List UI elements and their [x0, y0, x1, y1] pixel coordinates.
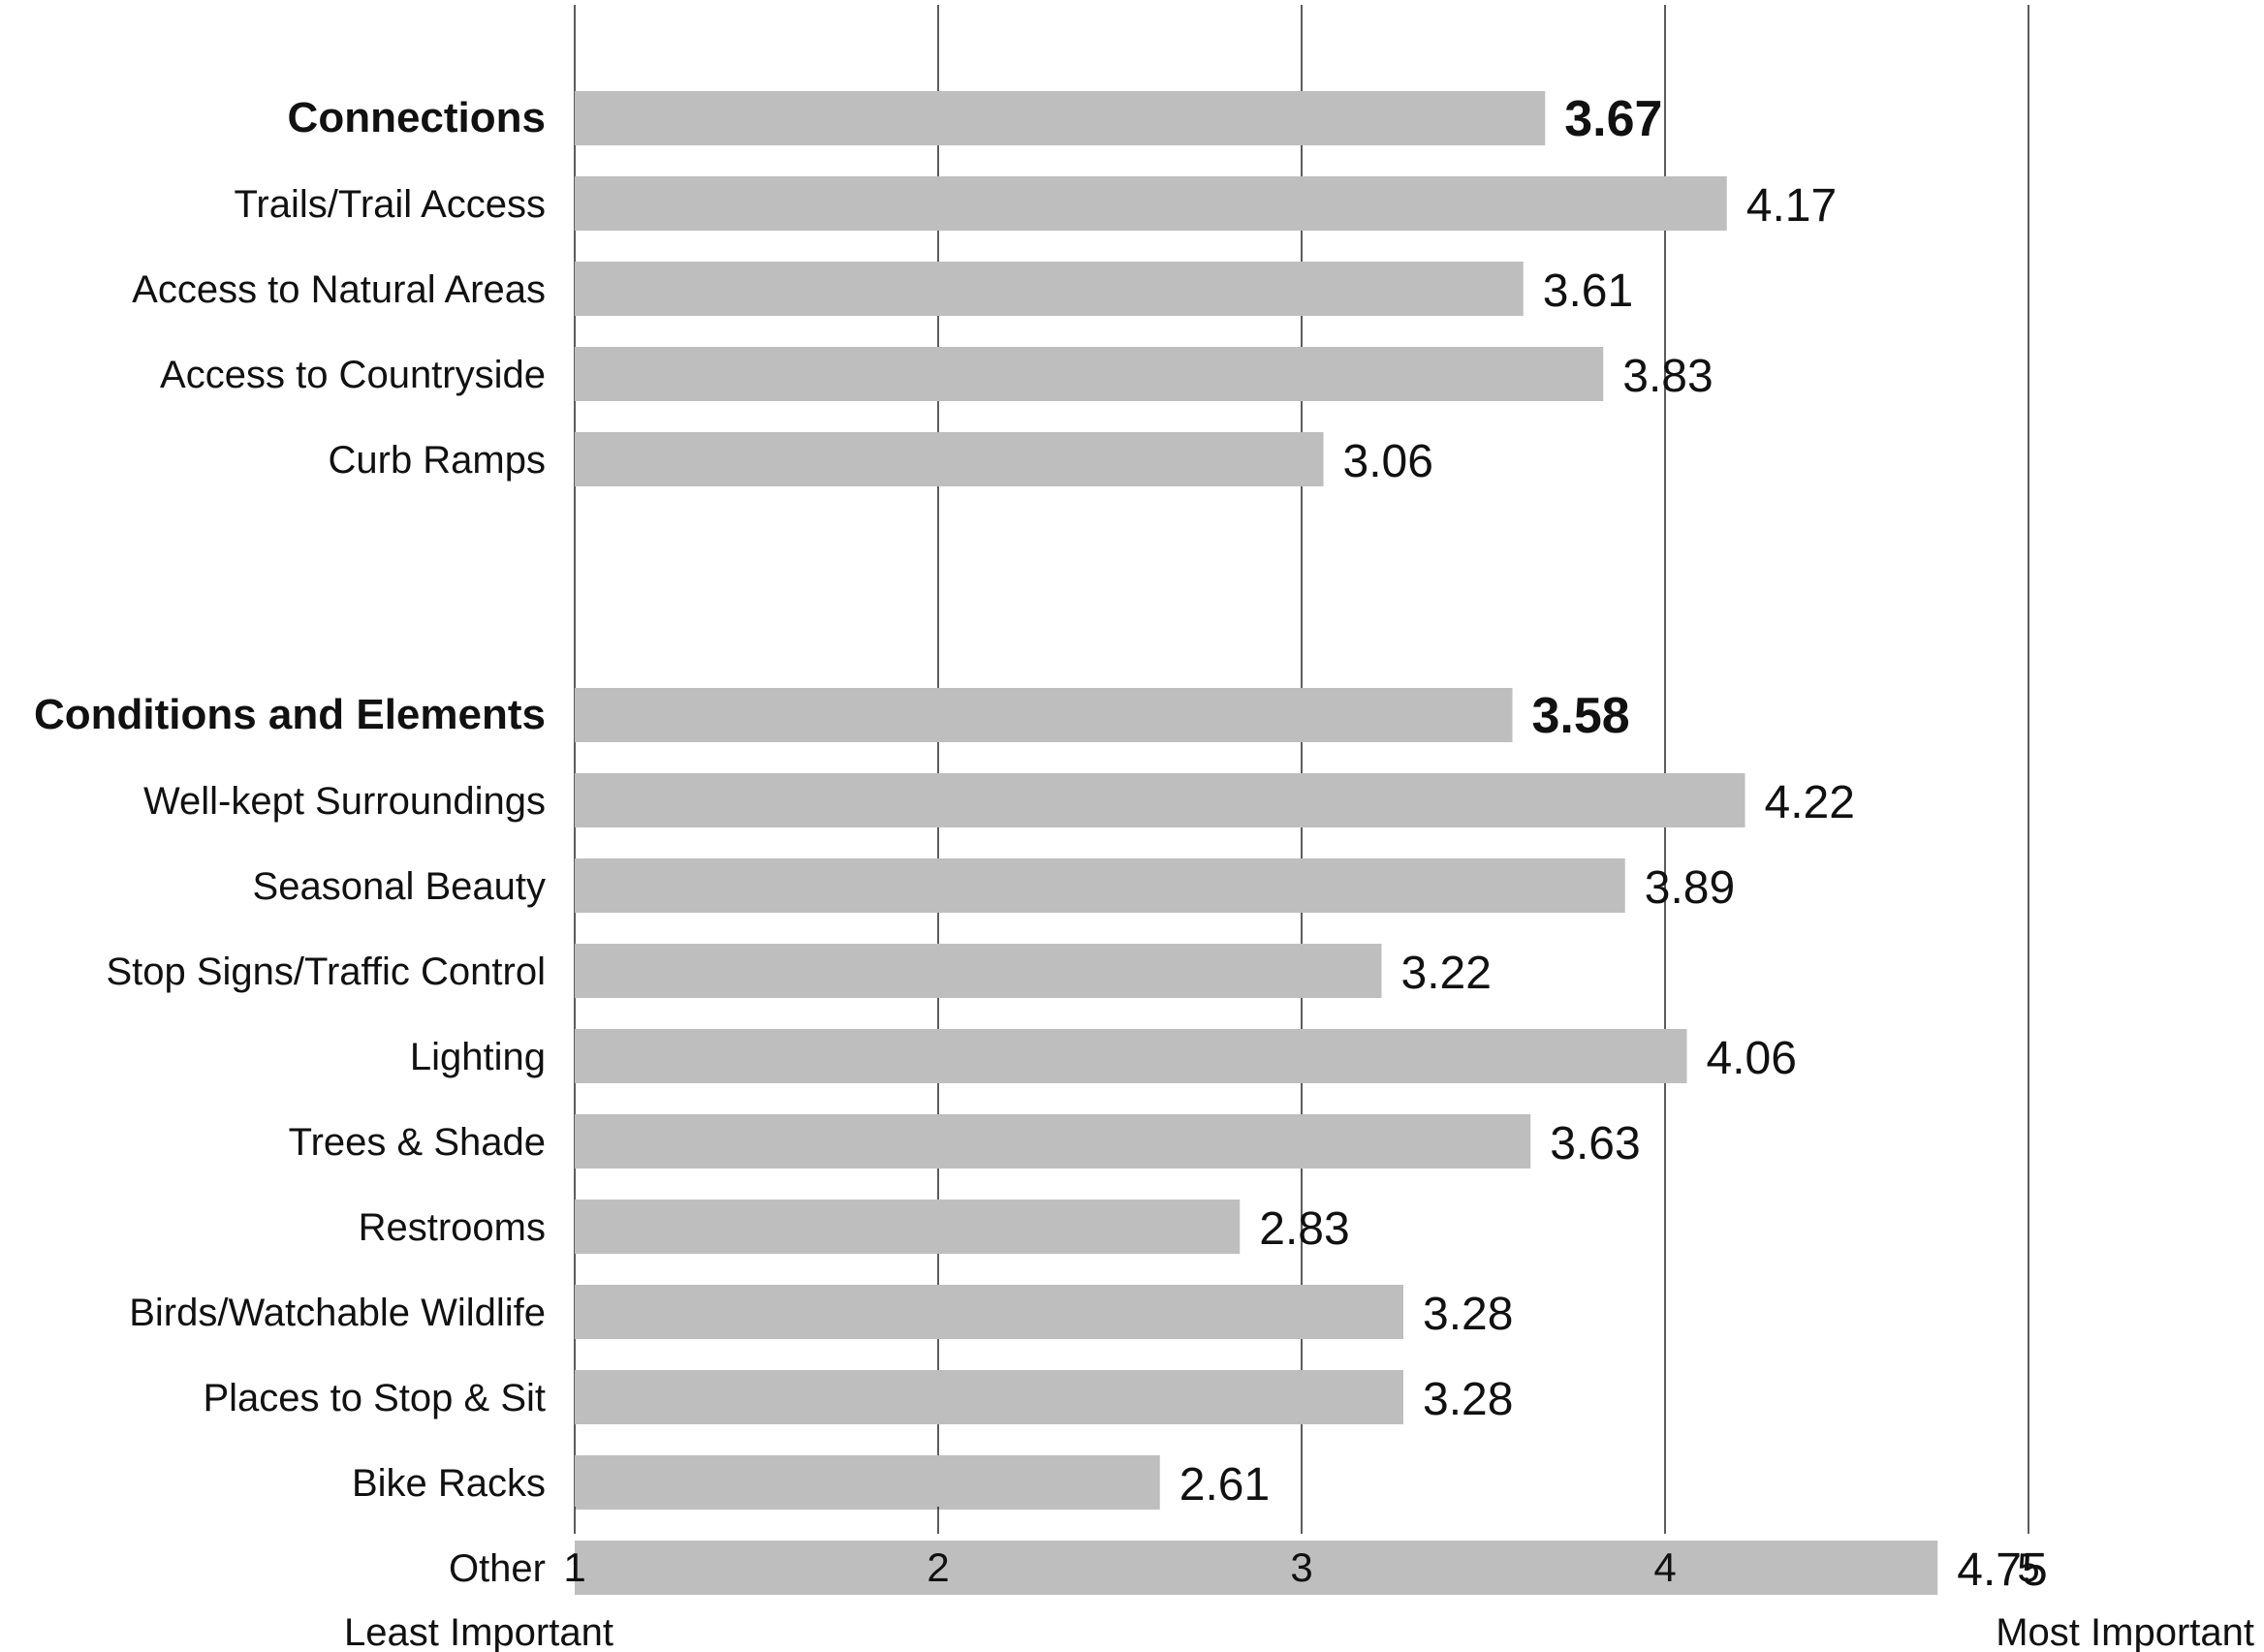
- value-labels: 3.67 4.17 3.61 3.83 3.06 3.58 4.22 3.89 3.22 4.06…: [1179, 91, 2048, 1596]
- category-label-stop-signs-traffic-control: Stop Signs/Traffic Control: [106, 951, 546, 993]
- tick-label-1: 1: [563, 1544, 585, 1590]
- bar-lighting: [575, 1029, 1687, 1083]
- value-label-places-to-stop-and-sit: 3.28: [1423, 1374, 1513, 1425]
- x-axis-left-end-label: Least Important: [344, 1611, 613, 1652]
- category-label-seasonal-beauty: Seasonal Beauty: [253, 865, 546, 908]
- bar-conditions-and-elements: [575, 688, 1513, 742]
- bar-curb-ramps: [575, 432, 1324, 486]
- bar-trails-trail-access: [575, 176, 1727, 231]
- category-label-connections: Connections: [288, 94, 546, 141]
- tick-label-4: 4: [1653, 1544, 1676, 1590]
- x-axis-right-end-label: Most Important: [1996, 1611, 2254, 1652]
- category-label-other: Other: [449, 1547, 546, 1590]
- tick-label-2: 2: [927, 1544, 949, 1590]
- value-label-seasonal-beauty: 3.89: [1645, 862, 1735, 914]
- category-label-bike-racks: Bike Racks: [352, 1462, 546, 1505]
- bar-stop-signs-traffic-control: [575, 944, 1382, 998]
- category-label-birds-watchable-wildlife: Birds/Watchable Wildlife: [129, 1292, 546, 1334]
- value-label-access-to-countryside: 3.83: [1622, 351, 1713, 402]
- bar-trees-and-shade: [575, 1114, 1531, 1169]
- value-label-birds-watchable-wildlife: 3.28: [1423, 1289, 1513, 1340]
- category-label-places-to-stop-and-sit: Places to Stop & Sit: [203, 1377, 546, 1419]
- category-label-trees-and-shade: Trees & Shade: [289, 1121, 546, 1164]
- value-label-conditions-and-elements: 3.58: [1532, 688, 1630, 744]
- bar-access-to-countryside: [575, 347, 1604, 401]
- category-label-access-to-natural-areas: Access to Natural Areas: [132, 268, 546, 311]
- value-label-trees-and-shade: 3.63: [1550, 1118, 1640, 1169]
- value-label-curb-ramps: 3.06: [1343, 436, 1433, 487]
- tick-label-3: 3: [1290, 1544, 1312, 1590]
- bar-bike-racks: [575, 1455, 1160, 1510]
- value-label-other: 4.75: [1957, 1544, 2047, 1596]
- bar-places-to-stop-and-sit: [575, 1370, 1403, 1424]
- bar-other: [575, 1541, 1938, 1595]
- bar-connections: [575, 91, 1546, 145]
- value-label-access-to-natural-areas: 3.61: [1543, 265, 1633, 317]
- gridlines: [574, 5, 2029, 1507]
- value-label-trails-trail-access: 4.17: [1746, 180, 1837, 232]
- value-label-bike-racks: 2.61: [1179, 1459, 1270, 1511]
- category-label-well-kept-surroundings: Well-kept Surroundings: [143, 780, 546, 823]
- value-label-connections: 3.67: [1564, 91, 1662, 147]
- category-label-curb-ramps: Curb Ramps: [328, 439, 546, 482]
- category-label-conditions-and-elements: Conditions and Elements: [34, 691, 546, 738]
- tick-label-5: 5: [2017, 1544, 2039, 1590]
- category-label-lighting: Lighting: [410, 1036, 546, 1078]
- category-labels: Connections Trails/Trail Access Access to …: [34, 94, 546, 1590]
- value-label-lighting: 4.06: [1707, 1033, 1797, 1084]
- value-label-stop-signs-traffic-control: 3.22: [1401, 948, 1492, 999]
- bar-access-to-natural-areas: [575, 262, 1524, 316]
- value-label-well-kept-surroundings: 4.22: [1765, 777, 1855, 828]
- bar-seasonal-beauty: [575, 858, 1625, 913]
- value-label-restrooms: 2.83: [1259, 1203, 1349, 1255]
- category-label-access-to-countryside: Access to Countryside: [160, 354, 546, 396]
- bar-birds-watchable-wildlife: [575, 1285, 1403, 1339]
- x-axis-ticks: 1 2 3 4 5: [563, 1507, 2040, 1590]
- bar-well-kept-surroundings: [575, 773, 1745, 827]
- bars: [575, 91, 1938, 1595]
- category-label-restrooms: Restrooms: [359, 1206, 546, 1249]
- bar-restrooms: [575, 1200, 1241, 1254]
- category-label-trails-trail-access: Trails/Trail Access: [234, 183, 546, 226]
